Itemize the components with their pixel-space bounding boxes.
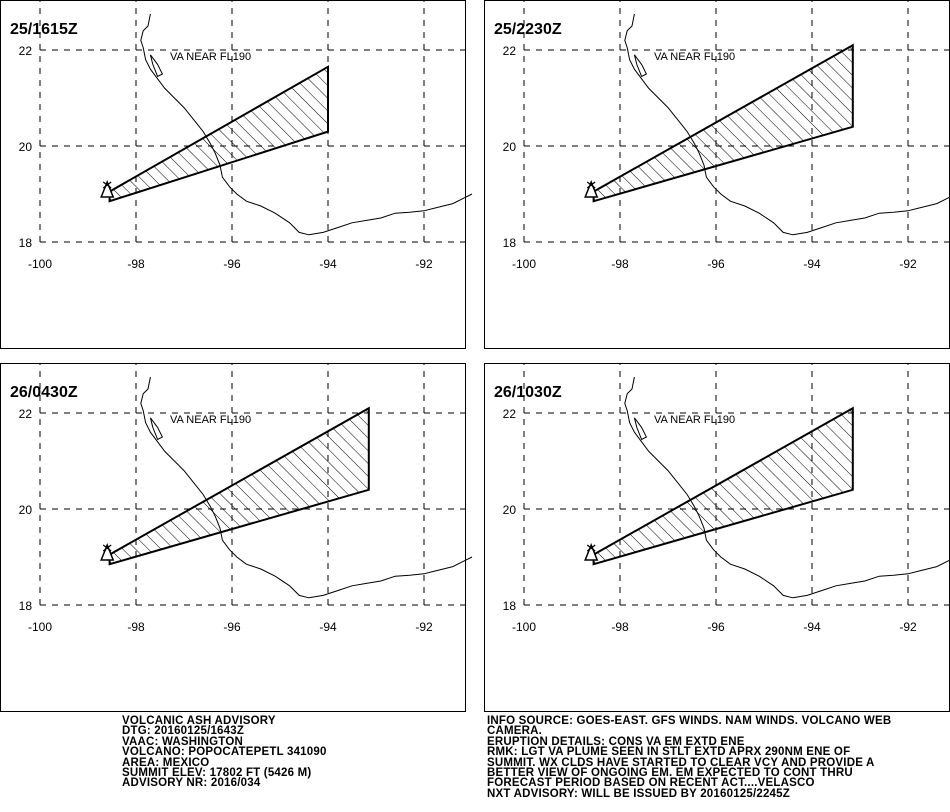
latitude-tick-label: 20: [503, 140, 517, 154]
advisory-dtg: DTG: 20160125/1643Z: [122, 725, 245, 738]
volcano-icon: [100, 179, 115, 198]
latitude-tick-label: 20: [19, 140, 33, 154]
lagoon-outline: [633, 54, 648, 78]
latitude-tick-label: 20: [19, 503, 33, 517]
lagoon-outline: [149, 54, 164, 78]
coastline: [140, 376, 473, 599]
lagoon-outline: [633, 417, 648, 441]
latitude-tick-label: 18: [503, 599, 517, 613]
longitude-tick-label: -98: [127, 257, 145, 271]
forecast-panel-2: -100 -98 -96 -94 -92 18 20 22 VA NEAR FL190 25/22…: [484, 0, 950, 349]
advisory-number: ADVISORY NR: 2016/034: [122, 777, 261, 790]
longitude-tick-label: -96: [223, 257, 241, 271]
advisory-volcano: VOLCANO: POPOCATEPETL 341090: [122, 746, 327, 759]
advisory-header-block: VOLCANIC ASH ADVISORY DTG: 20160125/1643…: [122, 715, 462, 790]
coastline: [624, 376, 950, 599]
remarks-line-1: RMK: LGT VA PLUME SEEN IN STLT EXTD APRX…: [487, 746, 851, 759]
ash-cloud-polygon: [592, 43, 854, 203]
info-source-line-2: CAMERA.: [487, 725, 543, 738]
longitude-tick-label: -94: [319, 620, 337, 634]
panel-3-map: -100 -98 -96 -94 -92 18 20 22 VA NEAR FL190 26/04…: [0, 363, 473, 712]
coastline: [140, 13, 473, 236]
forecast-panel-3: -100 -98 -96 -94 -92 18 20 22 VA NEAR FL190 26/04…: [0, 363, 473, 712]
advisory-title: VOLCANIC ASH ADVISORY: [122, 715, 276, 727]
longitude-tick-label: -98: [611, 620, 629, 634]
longitude-tick-label: -98: [127, 620, 145, 634]
remarks-line-4: FORECAST PERIOD BASED ON RECENT ACT....V…: [487, 777, 815, 790]
longitude-tick-label: -96: [223, 620, 241, 634]
panel-frame: [0, 363, 466, 712]
ash-level-label: VA NEAR FL190: [654, 51, 735, 63]
longitude-tick-label: -100: [512, 620, 536, 634]
advisory-area: AREA: MEXICO: [122, 756, 210, 769]
volcano-icon: [584, 542, 599, 561]
longitude-tick-label: -94: [803, 620, 821, 634]
volcano-icon: [584, 179, 599, 198]
longitude-tick-label: -92: [899, 620, 917, 634]
longitude-tick-label: -96: [707, 620, 725, 634]
forecast-time-title: 26/0430Z: [10, 384, 78, 401]
remarks-line-2: SUMMIT. WX CLDS HAVE STARTED TO CLEAR VC…: [487, 756, 875, 769]
longitude-tick-label: -92: [415, 257, 433, 271]
ash-cloud-polygon: [592, 406, 854, 566]
ash-cloud-polygon: [108, 406, 370, 566]
longitude-tick-label: -92: [415, 620, 433, 634]
latitude-tick-label: 18: [19, 599, 33, 613]
longitude-tick-label: -96: [707, 257, 725, 271]
latitude-tick-label: 22: [503, 407, 517, 421]
ash-level-label: VA NEAR FL190: [654, 414, 735, 426]
ash-level-label: VA NEAR FL190: [170, 414, 251, 426]
coastline: [624, 13, 950, 236]
advisory-details-block: INFO SOURCE: GOES-EAST. GFS WINDS. NAM W…: [487, 715, 947, 800]
advisory-vaac: VAAC: WASHINGTON: [122, 735, 243, 748]
forecast-time-title: 26/1030Z: [494, 384, 562, 401]
panel-frame: [0, 0, 466, 349]
ash-cloud-polygon: [108, 65, 329, 203]
latitude-tick-label: 22: [503, 44, 517, 58]
latitude-tick-label: 18: [19, 236, 33, 250]
panel-1-map: -100 -98 -96 -94 -92 18 20 22 VA NEAR FL190 25/16…: [0, 0, 473, 349]
panel-4-map: -100 -98 -96 -94 -92 18 20 22 VA NEAR FL190 26/10…: [484, 363, 950, 712]
advisory-summit-elev: SUMMIT ELEV: 17802 FT (5426 M): [122, 767, 312, 780]
info-source-line-1: INFO SOURCE: GOES-EAST. GFS WINDS. NAM W…: [487, 715, 892, 727]
latitude-tick-label: 22: [19, 407, 33, 421]
longitude-tick-label: -100: [28, 257, 52, 271]
longitude-tick-label: -92: [899, 257, 917, 271]
ash-level-label: VA NEAR FL190: [170, 51, 251, 63]
latitude-tick-label: 20: [503, 503, 517, 517]
volcano-icon: [100, 542, 115, 561]
forecast-time-title: 25/2230Z: [494, 21, 562, 38]
forecast-panel-4: -100 -98 -96 -94 -92 18 20 22 VA NEAR FL190 26/10…: [484, 363, 950, 712]
longitude-tick-label: -100: [512, 257, 536, 271]
panel-2-map: -100 -98 -96 -94 -92 18 20 22 VA NEAR FL190 25/22…: [484, 0, 950, 349]
lagoon-outline: [149, 417, 164, 441]
next-advisory: NXT ADVISORY: WILL BE ISSUED BY 20160125…: [487, 787, 790, 800]
forecast-time-title: 25/1615Z: [10, 21, 78, 38]
latitude-tick-label: 22: [19, 44, 33, 58]
longitude-tick-label: -94: [319, 257, 337, 271]
forecast-panel-1: -100 -98 -96 -94 -92 18 20 22 VA NEAR FL190 25/16…: [0, 0, 473, 349]
remarks-line-3: BETTER VIEW OF ONGOING EM. EM EXPECTED T…: [487, 767, 853, 780]
longitude-tick-label: -100: [28, 620, 52, 634]
eruption-details: ERUPTION DETAILS: CONS VA EM EXTD ENE: [487, 735, 745, 748]
longitude-tick-label: -98: [611, 257, 629, 271]
latitude-tick-label: 18: [503, 236, 517, 250]
longitude-tick-label: -94: [803, 257, 821, 271]
